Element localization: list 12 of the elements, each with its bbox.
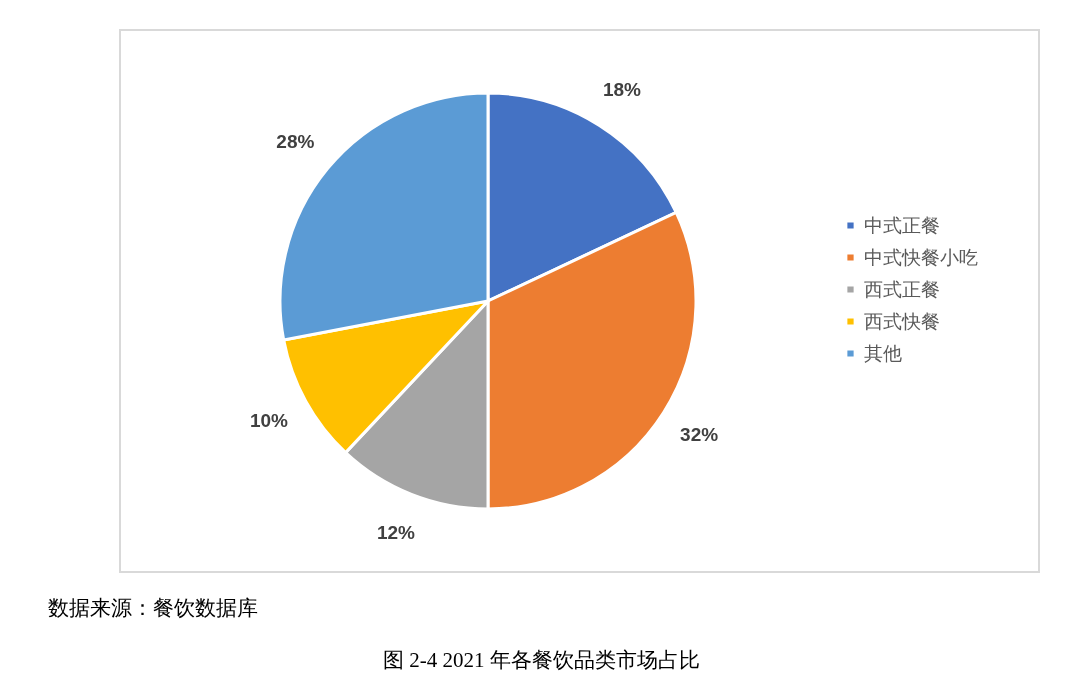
data-label: 28% (276, 130, 315, 152)
data-label: 18% (602, 78, 642, 100)
data-label: 12% (376, 522, 416, 544)
caption: 图 2-4 2021 年各餐饮品类市场占比 (383, 647, 700, 674)
data-label: 32% (680, 423, 719, 445)
source-note: 数据来源：餐饮数据库 (48, 595, 258, 622)
legend-label: 西式快餐 (864, 309, 940, 332)
legend-label: 中式快餐小吃 (864, 245, 978, 268)
data-label: 10% (249, 410, 289, 432)
legend-label: 其他 (864, 341, 902, 364)
legend-label: 西式正餐 (864, 277, 940, 300)
legend-label: 中式正餐 (864, 213, 940, 236)
